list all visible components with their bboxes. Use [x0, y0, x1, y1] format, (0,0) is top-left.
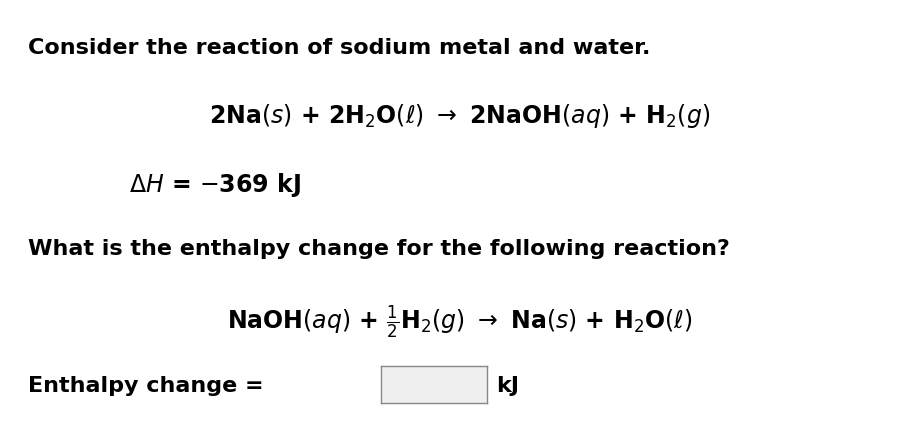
Text: Enthalpy change =: Enthalpy change =	[28, 375, 263, 395]
Text: 2Na$(s)$ + 2H$_2$O$(\ell)$ $\rightarrow$ 2NaOH$(aq)$ + H$_2$$(g)$: 2Na$(s)$ + 2H$_2$O$(\ell)$ $\rightarrow$…	[209, 102, 710, 130]
Text: NaOH$(aq)$ + $\frac{1}{2}$H$_2$$(g)$ $\rightarrow$ Na$(s)$ + H$_2$O$(\ell)$: NaOH$(aq)$ + $\frac{1}{2}$H$_2$$(g)$ $\r…	[227, 302, 692, 340]
Text: $\Delta H$ = $-$369 kJ: $\Delta H$ = $-$369 kJ	[129, 170, 301, 199]
Text: What is the enthalpy change for the following reaction?: What is the enthalpy change for the foll…	[28, 239, 730, 259]
Text: kJ: kJ	[496, 375, 519, 395]
Text: Consider the reaction of sodium metal and water.: Consider the reaction of sodium metal an…	[28, 38, 650, 58]
